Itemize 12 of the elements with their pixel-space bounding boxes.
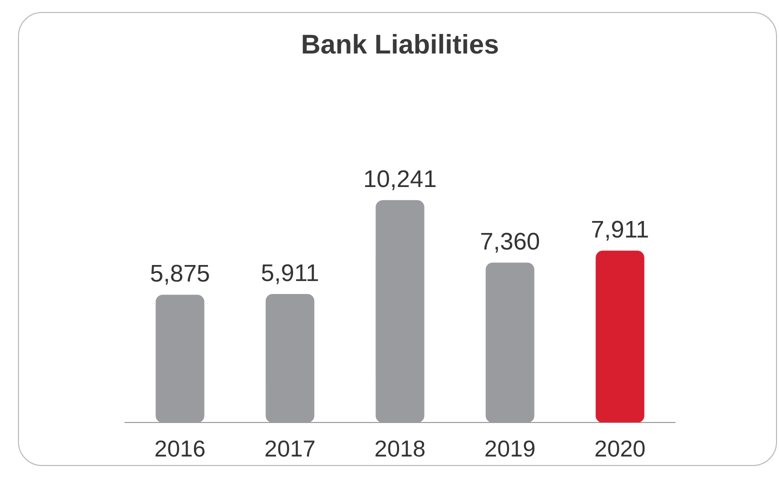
data-label: 7,360: [480, 228, 540, 256]
x-tick-label: 2016: [154, 436, 206, 462]
data-label: 5,875: [150, 260, 210, 288]
data-label: 5,911: [260, 260, 320, 287]
x-tick-label: 2017: [264, 436, 316, 462]
bar: [596, 250, 644, 422]
x-tick-label: 2020: [594, 436, 646, 462]
data-label: 7,911: [590, 216, 650, 244]
chart-title: Bank Liabilities: [300, 30, 500, 60]
x-tick-label: 2018: [374, 436, 426, 462]
x-tick-label: 2019: [484, 436, 536, 462]
data-label: 10,241: [363, 166, 437, 194]
